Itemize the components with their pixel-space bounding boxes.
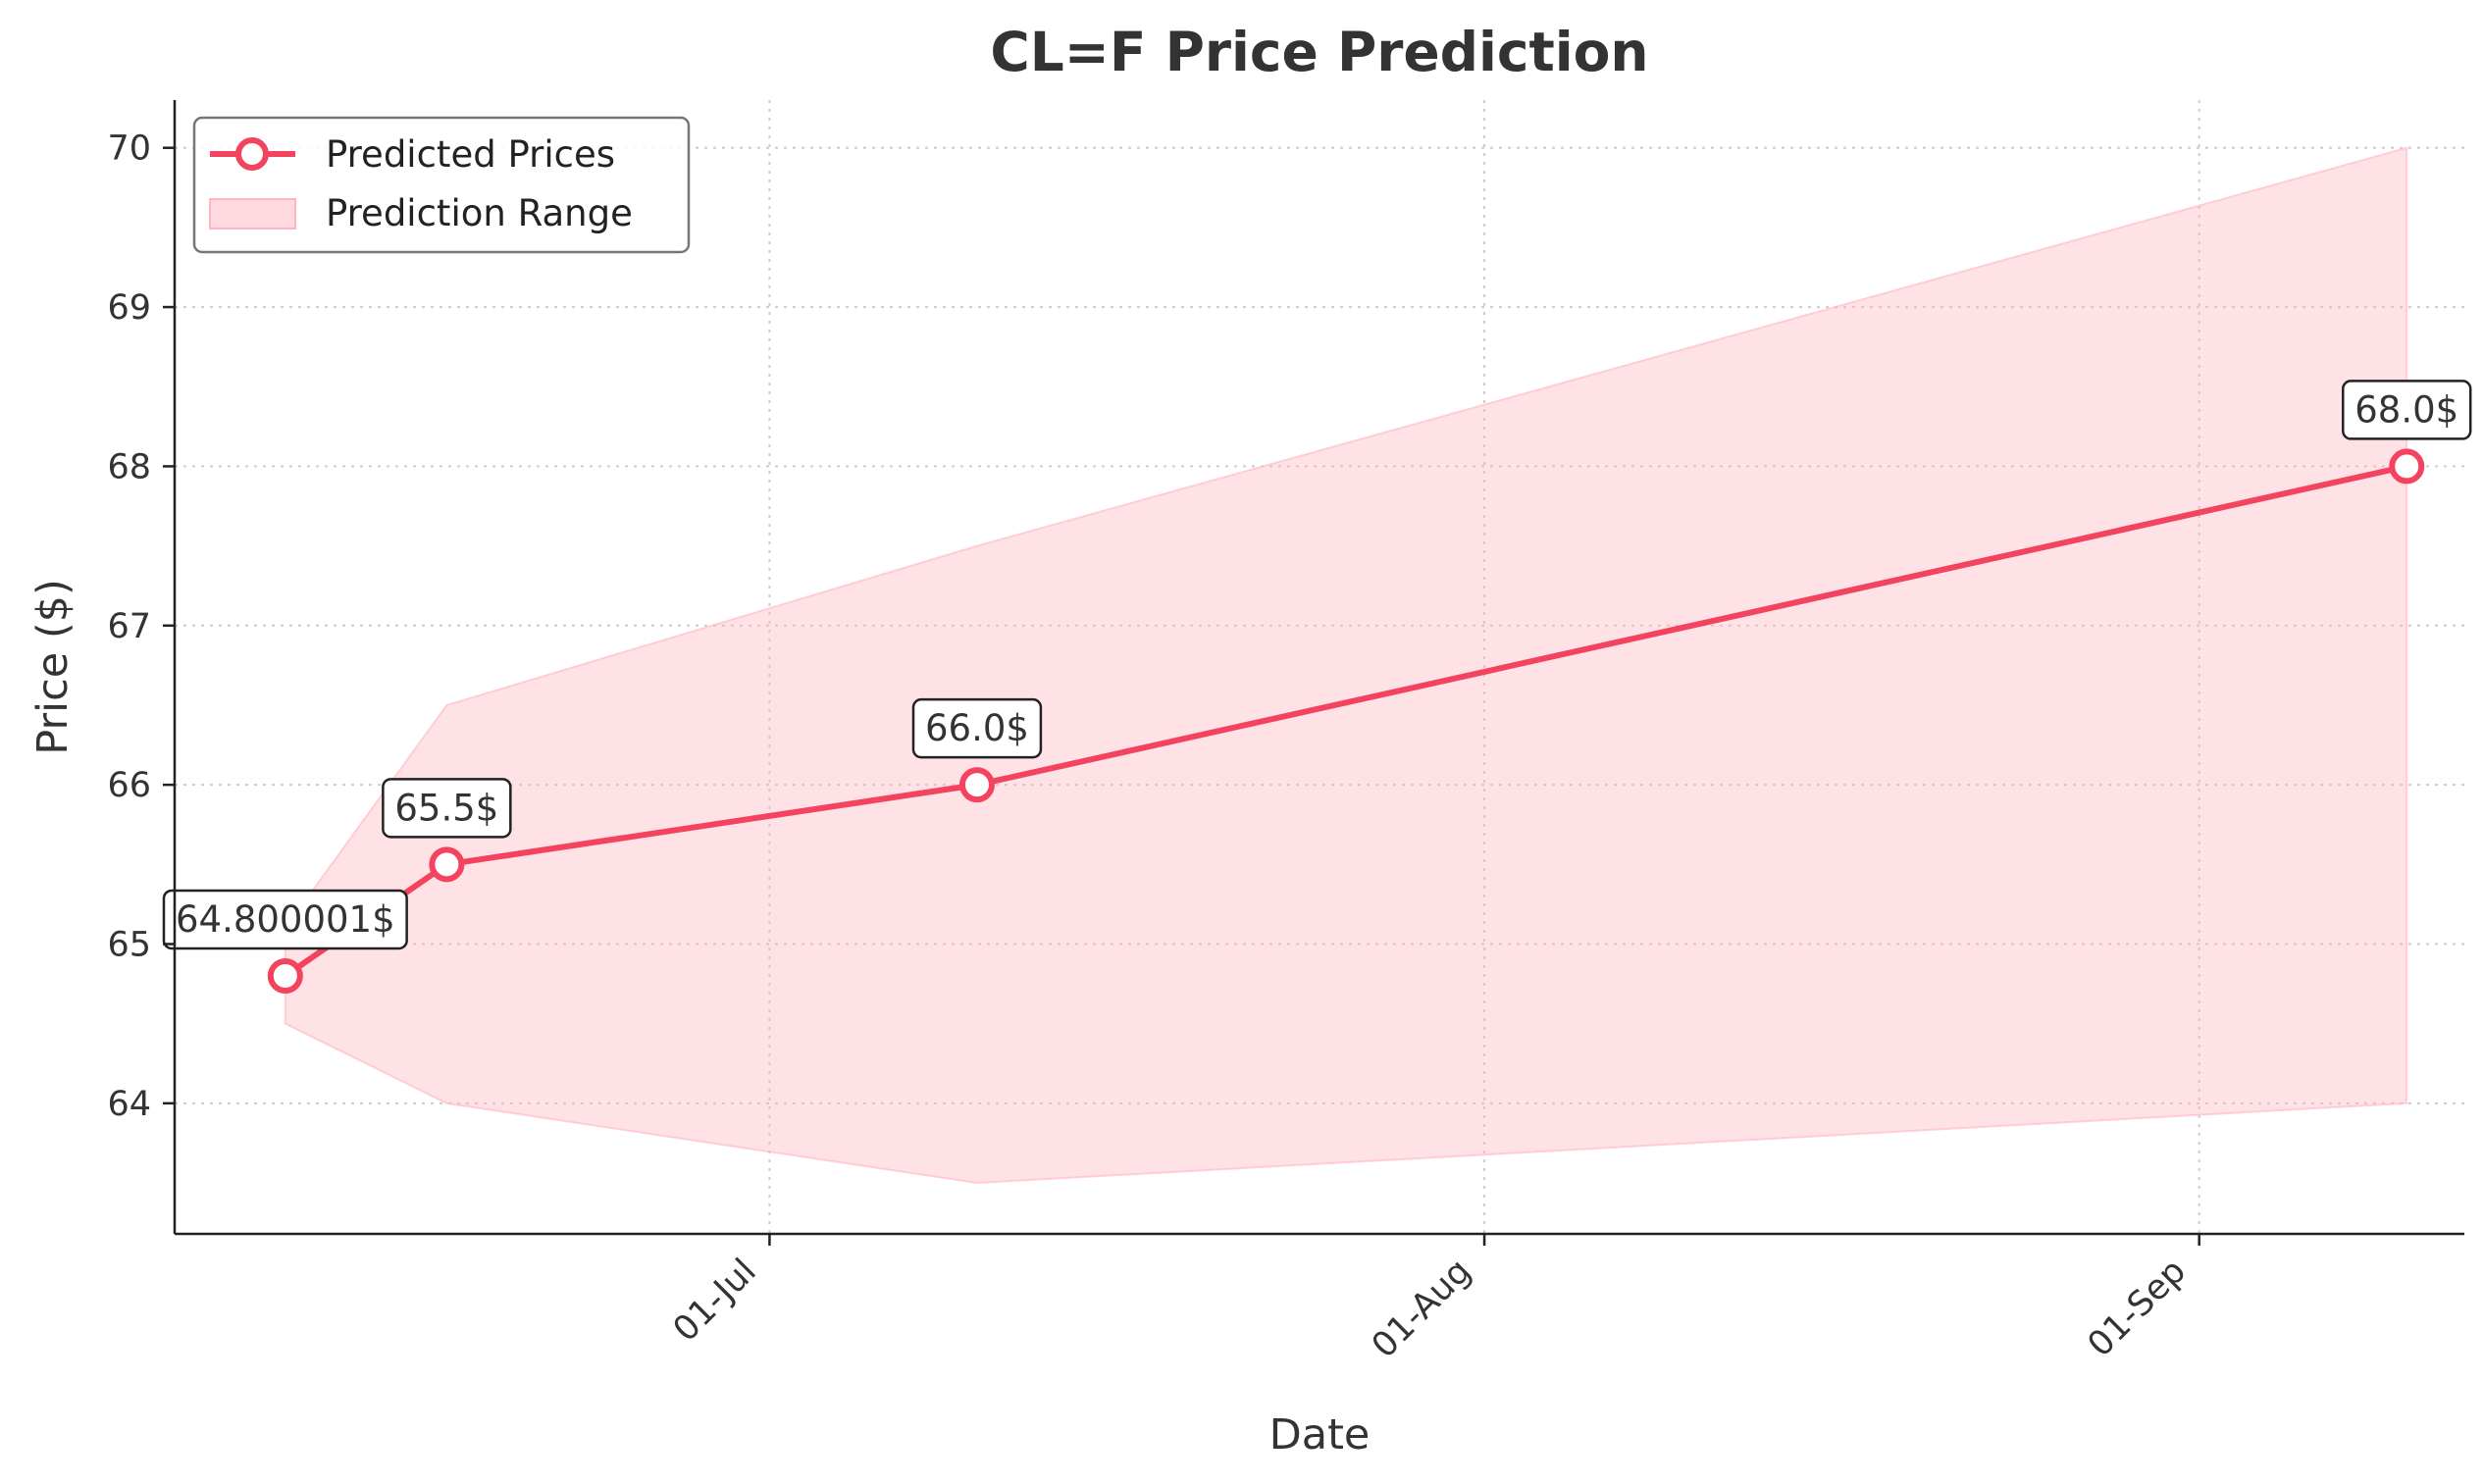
data-point-marker bbox=[267, 957, 303, 994]
data-label-box bbox=[382, 778, 512, 839]
legend-marker-swatch bbox=[235, 137, 269, 171]
data-label: 68.0$ bbox=[2342, 380, 2472, 440]
data-label: 66.0$ bbox=[911, 697, 1043, 759]
x-axis-ticks: 01-Jul 01-Aug 01-Sep bbox=[666, 1234, 2200, 1366]
y-axis-ticks: 64 65 66 67 68 69 70 bbox=[107, 129, 175, 1124]
y-tick-label: 69 bbox=[107, 288, 151, 328]
y-tick-label: 65 bbox=[107, 926, 151, 965]
data-label: 65.5$ bbox=[382, 778, 512, 839]
data-point-marker bbox=[958, 767, 995, 803]
y-tick-label: 70 bbox=[107, 129, 151, 169]
data-label-box bbox=[162, 889, 408, 950]
data-point-marker bbox=[429, 846, 465, 883]
data-point-marker bbox=[2389, 448, 2425, 485]
legend-label-range: Prediction Range bbox=[326, 192, 633, 234]
legend-label-predicted: Predicted Prices bbox=[326, 133, 615, 176]
y-tick-label: 68 bbox=[107, 447, 151, 486]
data-label-text: 64.800001$ bbox=[176, 898, 395, 941]
x-tick-label: 01-Jul bbox=[666, 1252, 764, 1350]
legend-frame bbox=[192, 116, 691, 254]
legend: Predicted Prices Prediction Range bbox=[192, 116, 691, 254]
legend-range-swatch bbox=[209, 198, 296, 230]
data-label-box bbox=[2342, 380, 2472, 440]
data-label-text: 65.5$ bbox=[394, 787, 498, 829]
data-label: 64.800001$ bbox=[162, 889, 408, 950]
prediction-range-area bbox=[284, 146, 2408, 1185]
y-tick-label: 66 bbox=[107, 766, 151, 805]
chart-title: CL=F Price Prediction bbox=[990, 21, 1648, 83]
x-tick-label: 01-Aug bbox=[1365, 1252, 1478, 1365]
y-tick-label: 64 bbox=[107, 1085, 151, 1124]
data-label-text: 66.0$ bbox=[925, 707, 1029, 749]
axes bbox=[173, 100, 2464, 1236]
data-label-box bbox=[911, 697, 1043, 759]
data-label-text: 68.0$ bbox=[2354, 388, 2458, 431]
y-axis-label: Price ($) bbox=[28, 579, 78, 754]
x-tick-label: 01-Sep bbox=[2081, 1252, 2194, 1364]
x-axis-label: Date bbox=[1269, 1410, 1371, 1459]
y-tick-label: 67 bbox=[107, 607, 151, 646]
prediction-range-band bbox=[284, 146, 2408, 1185]
point-annotations: 64.800001$ 65.5$ 66.0$ 68.0$ bbox=[162, 380, 2472, 950]
